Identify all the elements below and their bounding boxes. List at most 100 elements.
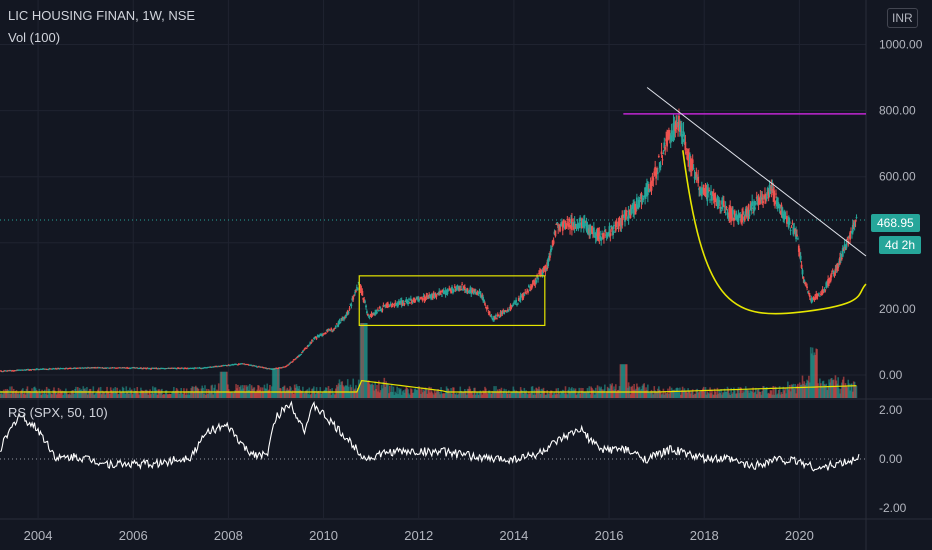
candle-body (15, 370, 18, 372)
volume-bar (399, 389, 401, 398)
volume-bar (303, 392, 306, 398)
volume-bar (573, 390, 576, 398)
volume-bar (153, 387, 156, 398)
volume-bar (439, 394, 441, 398)
volume-bar (387, 383, 389, 398)
volume-bar (498, 388, 501, 398)
candle-body (772, 188, 775, 196)
candle-body (215, 365, 217, 367)
candle-body (723, 211, 726, 213)
volume-bar (559, 394, 561, 398)
candle-body (711, 192, 713, 201)
candle-body (445, 290, 448, 293)
volume-bar (249, 383, 251, 398)
candle-body (467, 291, 470, 293)
candle-body (849, 232, 851, 240)
volume-bar (407, 389, 409, 398)
volume-bar (612, 390, 614, 398)
volume-bar (72, 390, 75, 398)
volume-bar (580, 387, 582, 398)
volume-bar (48, 389, 51, 398)
volume-bar (198, 391, 201, 398)
candle-body (531, 283, 534, 285)
candle-body (209, 366, 212, 368)
candle-body (133, 367, 136, 369)
candle-body (834, 268, 837, 272)
candle-body (10, 370, 13, 372)
volume-bar (730, 387, 732, 398)
candle-body (696, 177, 699, 180)
volume-bar (680, 390, 683, 398)
volume-bar (746, 390, 749, 398)
candle-body (160, 368, 162, 370)
volume-bar (333, 392, 335, 398)
candle-body (265, 367, 268, 369)
candle-body (341, 318, 344, 320)
candle-body (636, 205, 639, 209)
candle-body (737, 215, 740, 225)
candle-body (473, 290, 475, 294)
candle-body (101, 367, 104, 369)
candle-body (253, 365, 256, 367)
candle-body (415, 297, 418, 300)
volume-bar (234, 390, 236, 398)
candle-body (738, 214, 741, 218)
volume-bar (558, 392, 560, 398)
volume-bar (670, 387, 673, 398)
candle-body (263, 367, 266, 369)
volume-bar (420, 394, 422, 398)
candle-body (750, 204, 753, 212)
cup-curve (682, 150, 867, 315)
volume-bar (57, 387, 60, 398)
candle-body (609, 233, 612, 237)
volume-bar (185, 388, 188, 398)
volume-bar (417, 386, 419, 398)
candle-body (313, 337, 316, 339)
candle-body (517, 303, 519, 305)
volume-bar (180, 387, 182, 398)
volume-bar (109, 387, 112, 398)
volume-bar (814, 354, 817, 398)
volume-bar (177, 390, 180, 398)
candle-body (48, 368, 51, 370)
volume-bar (518, 392, 521, 398)
volume-bar (193, 392, 195, 398)
volume-bar (292, 393, 295, 398)
volume-bar (694, 393, 697, 398)
candle-body (422, 295, 425, 298)
candle-body (183, 368, 185, 370)
volume-bar (778, 386, 781, 398)
volume-bar (143, 392, 146, 398)
volume-bar (547, 393, 549, 398)
volume-bar (584, 391, 587, 398)
volume-bar (288, 389, 290, 398)
candle-body (165, 367, 168, 369)
volume-bar (21, 389, 23, 398)
candle-body (220, 365, 223, 367)
volume-bar (689, 390, 691, 398)
volume-bar (615, 384, 617, 398)
candle-body (383, 305, 386, 307)
volume-bar (190, 388, 193, 398)
volume-bar (692, 394, 695, 398)
candle-body (440, 290, 442, 293)
candle-body (167, 367, 170, 369)
volume-bar (294, 387, 297, 398)
currency-badge[interactable]: INR (887, 8, 918, 28)
candle-body (513, 301, 516, 303)
candle-body (611, 227, 614, 233)
volume-bar (532, 394, 535, 398)
candle-body (553, 231, 556, 235)
candle-body (492, 317, 495, 321)
volume-bar (119, 389, 121, 398)
candle-body (274, 368, 277, 370)
candle-body (134, 367, 137, 369)
volume-bar (682, 390, 685, 398)
candle-body (386, 303, 388, 308)
candle-body (591, 225, 593, 233)
candle-body (613, 224, 615, 226)
candle-body (528, 289, 531, 291)
candle-body (549, 255, 551, 258)
candle-body (41, 368, 43, 370)
volume-bar (698, 392, 700, 398)
